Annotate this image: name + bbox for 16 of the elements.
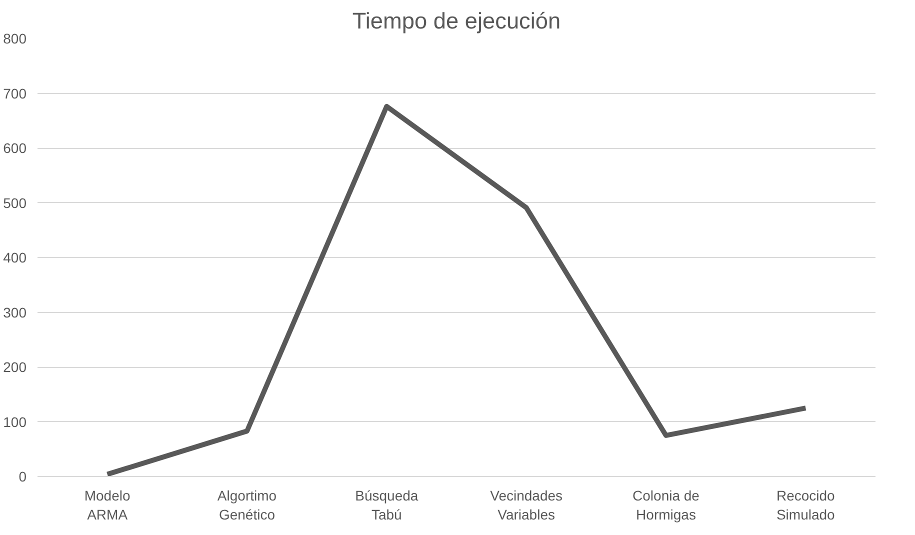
y-tick-label: 0: [18, 468, 27, 484]
y-tick-label: 400: [3, 250, 27, 266]
y-tick-label: 700: [3, 85, 27, 102]
x-tick-label: Búsqueda Tabú: [355, 488, 418, 523]
chart-title: Tiempo de ejecución: [352, 8, 561, 34]
y-tick-label: 300: [3, 304, 27, 320]
x-tick-label: Recocido Simulado: [776, 488, 836, 523]
x-tick-label: Vecindades Variables: [490, 488, 563, 523]
y-tick-label: 500: [3, 194, 27, 211]
x-tick-label: Modelo ARMA: [84, 488, 131, 523]
y-tick-label: 200: [3, 359, 27, 375]
y-tick-label: 600: [3, 140, 27, 156]
y-tick-label: 100: [3, 414, 27, 430]
y-tick-label: 800: [3, 30, 27, 46]
x-tick-label: Colonia de Hormigas: [632, 488, 700, 523]
x-tick-label: Algortimo Genético: [217, 488, 277, 523]
